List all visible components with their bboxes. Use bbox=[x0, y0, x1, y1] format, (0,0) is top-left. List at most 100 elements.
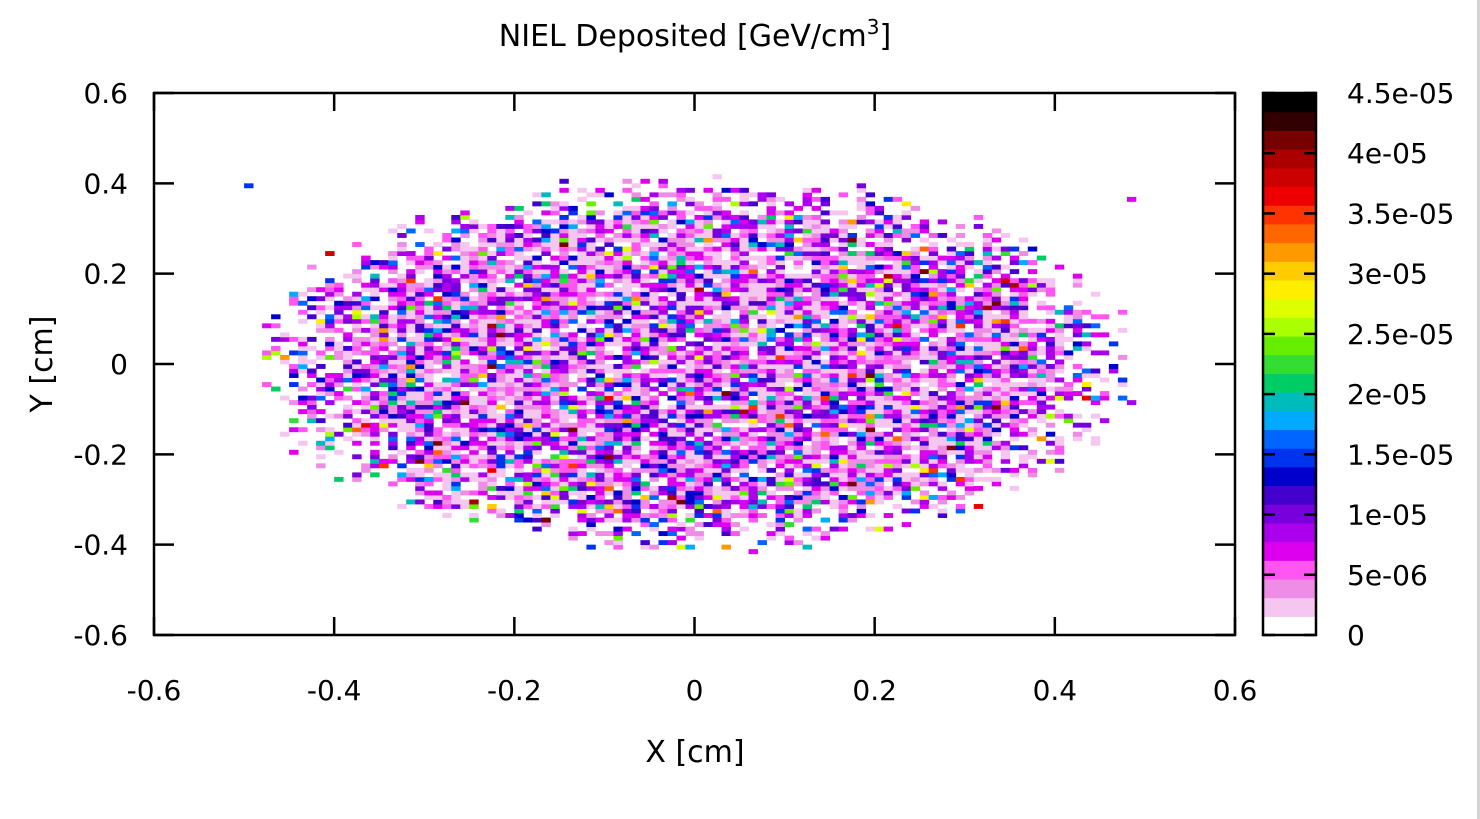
heatmap-cell bbox=[883, 214, 894, 220]
heatmap-cell bbox=[802, 467, 813, 473]
heatmap-cell bbox=[982, 400, 993, 406]
heatmap-cell bbox=[415, 309, 425, 315]
heatmap-cell bbox=[631, 264, 641, 270]
heatmap-cell bbox=[892, 336, 903, 342]
heatmap-cell bbox=[955, 242, 966, 247]
heatmap-cell bbox=[874, 332, 885, 338]
heatmap-cell bbox=[766, 269, 776, 275]
heatmap-cell bbox=[595, 291, 605, 297]
heatmap-cell bbox=[361, 318, 371, 324]
heatmap-cell bbox=[820, 454, 831, 460]
heatmap-cell bbox=[487, 314, 497, 320]
heatmap-cell bbox=[676, 196, 686, 202]
heatmap-cell bbox=[712, 255, 722, 261]
heatmap-cell bbox=[541, 458, 551, 464]
heatmap-cell bbox=[658, 296, 668, 302]
colorbar-band bbox=[1263, 93, 1316, 113]
heatmap-cell bbox=[388, 382, 398, 387]
heatmap-cell bbox=[487, 282, 497, 288]
heatmap-cell bbox=[451, 318, 461, 324]
heatmap-cell bbox=[955, 494, 966, 500]
heatmap-cell bbox=[352, 296, 362, 302]
heatmap-cell bbox=[802, 359, 813, 365]
heatmap-cell bbox=[865, 255, 876, 261]
heatmap-cell bbox=[964, 476, 975, 482]
heatmap-cell bbox=[757, 300, 767, 306]
heatmap-cell bbox=[1000, 391, 1011, 397]
heatmap-cell bbox=[640, 300, 650, 306]
heatmap-cell bbox=[694, 440, 704, 446]
heatmap-cell bbox=[883, 422, 894, 428]
heatmap-cell bbox=[361, 341, 371, 347]
heatmap-cell bbox=[676, 476, 686, 482]
heatmap-cell bbox=[514, 508, 524, 514]
heatmap-cell bbox=[595, 359, 605, 365]
heatmap-cell bbox=[937, 513, 948, 518]
heatmap-cell bbox=[586, 260, 596, 266]
heatmap-cell bbox=[946, 436, 957, 442]
heatmap-cell bbox=[757, 354, 767, 360]
heatmap-cell bbox=[604, 318, 614, 324]
heatmap-cell bbox=[397, 291, 407, 297]
heatmap-cell bbox=[370, 350, 380, 356]
heatmap-cell bbox=[820, 391, 831, 397]
heatmap-cell bbox=[442, 318, 452, 324]
heatmap-cell bbox=[559, 350, 569, 356]
heatmap-cell bbox=[946, 323, 957, 329]
heatmap-cell bbox=[586, 264, 596, 270]
heatmap-cell bbox=[757, 413, 767, 419]
heatmap-cell bbox=[397, 386, 407, 392]
heatmap-cell bbox=[721, 264, 731, 270]
heatmap-cell bbox=[316, 445, 326, 451]
heatmap-cell bbox=[757, 359, 767, 365]
heatmap-cell bbox=[874, 391, 885, 397]
heatmap-cell bbox=[811, 490, 822, 496]
heatmap-cell bbox=[532, 413, 542, 419]
heatmap-cell bbox=[892, 318, 903, 324]
heatmap-cell bbox=[982, 431, 993, 437]
heatmap-cell bbox=[1009, 386, 1020, 392]
heatmap-cell bbox=[982, 287, 993, 293]
heatmap-cell bbox=[487, 296, 497, 302]
heatmap-cell bbox=[433, 327, 443, 333]
heatmap-cell bbox=[532, 327, 542, 333]
heatmap-cell bbox=[541, 228, 551, 234]
heatmap-cell bbox=[433, 323, 443, 329]
heatmap-cell bbox=[775, 359, 785, 365]
heatmap-cell bbox=[739, 287, 749, 293]
heatmap-cell bbox=[622, 494, 632, 500]
heatmap-cell bbox=[910, 332, 921, 338]
heatmap-cell bbox=[838, 454, 849, 460]
heatmap-cell bbox=[793, 296, 803, 302]
heatmap-cell bbox=[739, 246, 749, 252]
heatmap-cell bbox=[685, 454, 695, 460]
heatmap-cell bbox=[847, 336, 858, 342]
heatmap-cell bbox=[685, 427, 695, 433]
heatmap-cell bbox=[595, 273, 605, 279]
heatmap-cell bbox=[694, 458, 704, 464]
heatmap-cell bbox=[442, 273, 452, 279]
heatmap-cell bbox=[343, 386, 353, 392]
heatmap-cell bbox=[550, 373, 560, 378]
heatmap-cell bbox=[694, 513, 704, 518]
heatmap-cell bbox=[937, 260, 948, 266]
heatmap-cell bbox=[334, 314, 344, 320]
heatmap-cell bbox=[883, 332, 894, 338]
heatmap-cell bbox=[406, 427, 416, 433]
heatmap-cell bbox=[469, 314, 479, 320]
heatmap-cell bbox=[658, 454, 668, 460]
heatmap-cell bbox=[802, 499, 813, 505]
heatmap-cell bbox=[487, 391, 497, 397]
heatmap-cell bbox=[676, 391, 686, 397]
heatmap-cell bbox=[982, 467, 993, 473]
heatmap-cell bbox=[757, 273, 767, 279]
heatmap-cell bbox=[622, 223, 632, 229]
heatmap-cell bbox=[397, 359, 407, 365]
heatmap-cell bbox=[901, 359, 912, 365]
heatmap-cell bbox=[604, 255, 614, 261]
heatmap-cell bbox=[586, 485, 596, 491]
heatmap-cell bbox=[649, 214, 659, 220]
heatmap-cell bbox=[523, 458, 533, 464]
heatmap-cell bbox=[712, 323, 722, 329]
heatmap-cell bbox=[550, 422, 560, 428]
